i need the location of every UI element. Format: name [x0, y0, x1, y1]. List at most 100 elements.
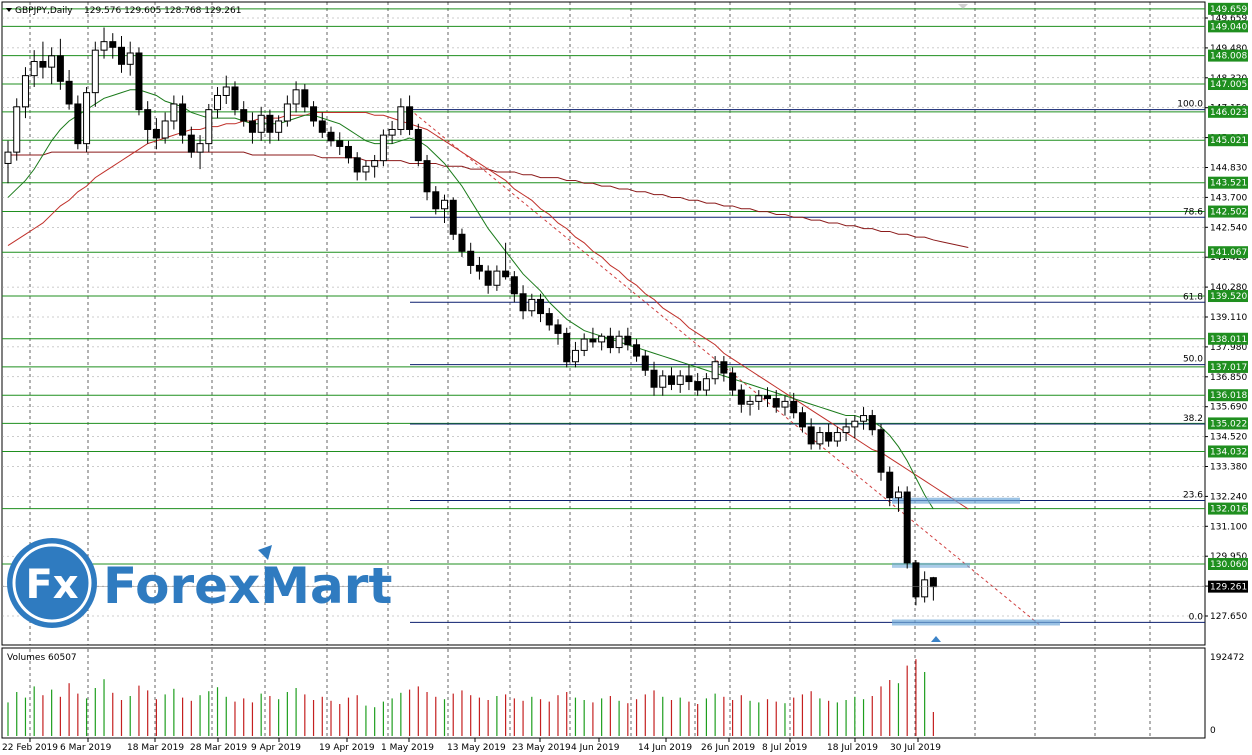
trend-line: [409, 109, 1041, 626]
candle-body: [222, 86, 230, 96]
candle-body: [48, 55, 56, 68]
candle-body: [903, 491, 911, 564]
candle-body: [423, 160, 431, 193]
candle-body: [807, 426, 815, 445]
level-label: 132.016: [1210, 505, 1247, 515]
candlesticks: [4, 27, 937, 606]
candle-body: [502, 270, 510, 278]
date-tick-label: 9 Apr 2019: [251, 743, 301, 753]
candle-body: [301, 89, 309, 108]
level-label: 130.060: [1210, 560, 1247, 570]
price-tick-label: 127.650: [1210, 612, 1247, 622]
level-label: 147.005: [1210, 80, 1247, 90]
candle-body: [109, 41, 117, 48]
level-label-box: [1208, 176, 1248, 189]
price-tick-label: 140.280: [1210, 283, 1247, 293]
level-label-box: [1208, 417, 1248, 430]
shift-marker-icon[interactable]: [958, 4, 968, 9]
candle-body: [790, 400, 798, 414]
volume-max-label: 192472: [1210, 653, 1244, 663]
date-tick-label: 26 Jun 2019: [701, 743, 755, 753]
candle-body: [816, 432, 824, 445]
candle-body: [371, 160, 379, 167]
candle-body: [449, 199, 457, 235]
price-tick-label: 139.110: [1210, 313, 1247, 323]
logo-wordmark: ForexMart: [103, 557, 392, 615]
candle-body: [667, 375, 675, 385]
date-tick-label: 30 Jul 2019: [890, 743, 941, 753]
candle-body: [266, 114, 274, 133]
fib-label: 0.0: [1189, 612, 1204, 622]
level-label-box: [1208, 502, 1248, 515]
candle-body: [868, 415, 876, 431]
date-tick-label: 28 Mar 2019: [190, 743, 247, 753]
candle-body: [283, 103, 291, 122]
up-arrow-icon: [931, 636, 941, 642]
logo-circle-icon: [7, 538, 97, 628]
level-label-box: [1208, 360, 1248, 373]
trend-line: [409, 109, 1041, 626]
candle-body: [685, 375, 693, 383]
price-tick-label: 134.520: [1210, 433, 1247, 443]
date-tick-label: 8 Jul 2019: [762, 743, 807, 753]
candle-body: [833, 432, 841, 442]
candle-body: [702, 378, 710, 391]
candle-body: [310, 106, 318, 122]
candle-body: [74, 103, 82, 145]
candle-body: [388, 128, 396, 136]
candle-body: [475, 264, 483, 272]
level-label: 149.040: [1210, 22, 1247, 32]
candle-body: [894, 491, 902, 499]
level-label-box: [1208, 2, 1248, 15]
price-tick-label: 143.700: [1210, 193, 1247, 203]
date-tick-label: 14 Jun 2019: [638, 743, 692, 753]
candle-body: [580, 338, 588, 351]
candle-body: [598, 335, 606, 343]
horizontal-levels: [2, 8, 1205, 565]
candle-body: [467, 250, 475, 266]
date-tick-label: 18 Jul 2019: [827, 743, 878, 753]
volume-zero-label: 0: [1210, 726, 1216, 736]
candle-body: [798, 412, 806, 428]
volume-label: Volumes 60507: [7, 653, 77, 663]
grid: [2, 2, 1205, 737]
current-price-box: [1208, 580, 1248, 593]
level-label-box: [1208, 49, 1248, 62]
date-axis: 22 Feb 2019 6 Mar 2019 18 Mar 2019 28 Mar 2…: [2, 738, 941, 753]
candle-body: [397, 106, 405, 130]
candle-body: [231, 86, 239, 111]
candle-body: [746, 400, 754, 405]
highlight-zones: [892, 497, 1060, 642]
level-label-box: [1208, 20, 1248, 33]
candle-body: [152, 128, 160, 139]
candle-body: [144, 109, 152, 130]
level-label: 136.018: [1210, 391, 1247, 401]
price-tick-label: 144.830: [1210, 164, 1247, 174]
candle-body: [187, 134, 195, 153]
fib-label: 38.2: [1183, 414, 1203, 424]
level-label: 135.022: [1210, 419, 1247, 429]
candle-body: [877, 429, 885, 473]
highlight-zone-upper: [892, 497, 1020, 504]
candle-body: [694, 381, 702, 391]
candle-body: [615, 335, 623, 349]
candle-body: [56, 55, 64, 82]
candle-body: [606, 335, 614, 349]
candle-body: [537, 298, 545, 315]
candle-body: [921, 579, 929, 598]
candle-body: [196, 143, 204, 153]
candle-body: [21, 75, 29, 108]
candle-body: [720, 361, 728, 374]
volume-bars: [7, 659, 934, 736]
price-tick-label: 142.540: [1210, 223, 1247, 233]
level-label: 149.659: [1210, 5, 1247, 15]
level-label: 148.008: [1210, 52, 1247, 62]
logo-arrow-icon: [258, 545, 272, 560]
price-tick-label: 137.980: [1210, 343, 1247, 353]
highlight-zone-middle: [892, 562, 970, 568]
candle-body: [257, 114, 265, 133]
fib-label: 78.6: [1183, 207, 1203, 217]
dropdown-triangle-icon[interactable]: [6, 8, 12, 12]
fib-label: 61.8: [1183, 292, 1203, 302]
